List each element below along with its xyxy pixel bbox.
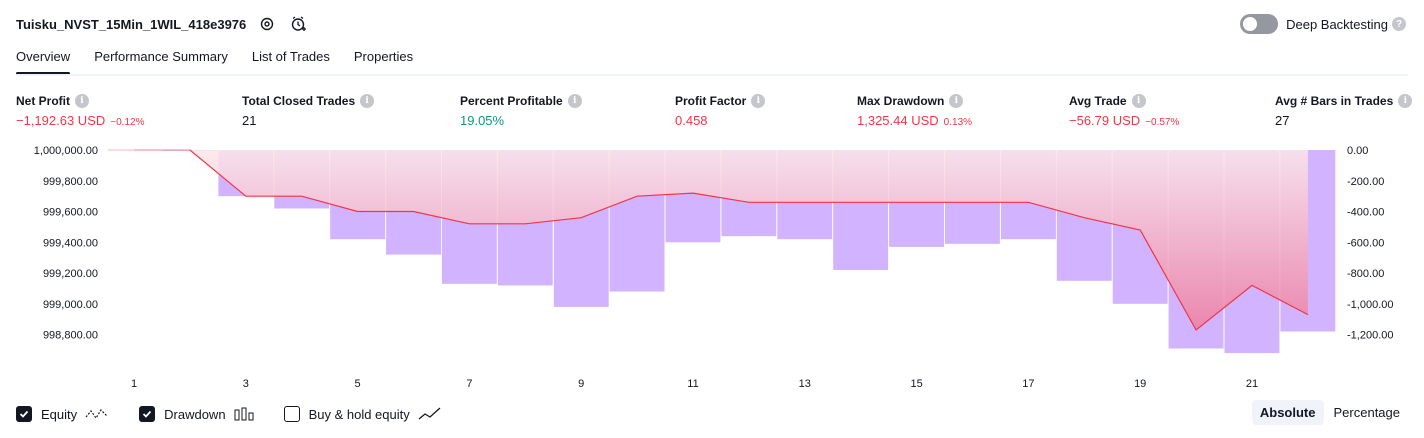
tabs-divider — [16, 74, 1408, 76]
y-left-tick-label: 999,200.00 — [43, 268, 98, 280]
x-tick-label: 13 — [799, 378, 811, 390]
tab-list-of-trades[interactable]: List of Trades — [251, 49, 330, 64]
y-right-tick-label: -600.00 — [1347, 237, 1384, 249]
info-icon[interactable]: i — [567, 94, 582, 108]
metric-value: 0.458 — [675, 113, 708, 128]
y-left-tick-label: 1,000,000.00 — [34, 145, 98, 157]
info-icon[interactable]: i — [949, 94, 964, 108]
metric-value: 21 — [242, 113, 257, 128]
checkbox-unchecked[interactable] — [283, 406, 300, 422]
legend-drawdown[interactable]: Drawdown — [139, 406, 254, 422]
metric-label: Max Drawdown — [857, 94, 945, 108]
deep-backtesting: Deep Backtesting ? — [1240, 12, 1406, 36]
y-left-tick-label: 999,800.00 — [43, 176, 98, 188]
info-icon[interactable]: i — [1398, 94, 1413, 108]
metric-percent: −0.12% — [110, 117, 145, 128]
metric-value: −1,192.63 USD — [16, 113, 106, 128]
report-tabs: Overview Performance Summary List of Tra… — [16, 44, 437, 75]
x-tick-label: 11 — [687, 378, 698, 390]
metric-value: −56.79 USD — [1069, 113, 1141, 128]
y-right-tick-label: -400.00 — [1347, 207, 1384, 219]
y-left-tick-label: 999,000.00 — [43, 299, 98, 311]
x-tick-label: 1 — [131, 378, 137, 390]
x-tick-label: 5 — [355, 378, 361, 390]
metric-label: Net Profit — [16, 94, 70, 108]
metric-profit-factor: Profit Factor i 0.458 — [675, 93, 766, 128]
display-mode-switch: Absolute Percentage — [1250, 400, 1408, 425]
metric-percent: −0.57% — [1145, 117, 1180, 128]
metric-percent: 0.13% — [943, 117, 973, 128]
x-tick-label: 19 — [1134, 378, 1146, 390]
y-right-tick-label: -1,000.00 — [1347, 299, 1393, 311]
metric-label: Avg Trade — [1069, 94, 1127, 108]
x-tick-label: 17 — [1022, 378, 1034, 390]
legend-label: Equity — [41, 406, 78, 422]
metrics-bar: Net Profit i −1,192.63 USD −0.12% Total Cl… — [0, 93, 1424, 133]
metric-value: 1,325.44 USD — [857, 113, 939, 128]
tab-overview[interactable]: Overview — [16, 44, 71, 75]
y-left-tick-label: 999,400.00 — [43, 237, 98, 249]
strategy-header: Tuisku_NVST_15Min_1WIL_418e3976 — [16, 12, 310, 36]
info-icon[interactable]: i — [360, 94, 375, 108]
info-icon[interactable]: i — [1131, 94, 1146, 108]
metric-avg-bars-in-trades: Avg # Bars in Trades i 27 — [1275, 93, 1413, 128]
legend-buy-hold-equity[interactable]: Buy & hold equity — [283, 406, 442, 422]
tab-performance-summary[interactable]: Performance Summary — [94, 49, 228, 64]
info-icon[interactable]: i — [75, 94, 89, 108]
x-tick-label: 15 — [910, 378, 922, 390]
absolute-mode-button[interactable]: Absolute — [1251, 400, 1324, 425]
y-right-tick-label: -1,200.00 — [1347, 330, 1393, 342]
equity-chart[interactable]: 1,000,000.00 999,800.00 999,600.00 999,400.… — [0, 138, 1424, 396]
deep-backtesting-label: Deep Backtesting — [1286, 16, 1388, 32]
metric-label: Percent Profitable — [460, 94, 563, 108]
percentage-mode-button[interactable]: Percentage — [1333, 405, 1401, 420]
equity-line-icon — [85, 407, 109, 421]
strategy-title: Tuisku_NVST_15Min_1WIL_418e3976 — [16, 16, 247, 32]
help-icon[interactable]: ? — [1392, 17, 1406, 31]
metric-value: 19.05% — [460, 113, 505, 128]
deep-backtesting-toggle[interactable] — [1240, 14, 1279, 34]
y-left-tick-label: 999,600.00 — [43, 207, 98, 219]
y-right-tick-label: 0.00 — [1347, 145, 1368, 157]
legend-label: Drawdown — [164, 406, 226, 422]
metric-net-profit: Net Profit i −1,192.63 USD −0.12% — [16, 93, 144, 128]
metric-label: Total Closed Trades — [242, 94, 356, 108]
add-alert-icon[interactable] — [288, 13, 310, 35]
checkbox-checked[interactable] — [16, 406, 32, 422]
metric-total-closed-trades: Total Closed Trades i 21 — [242, 93, 375, 128]
legend-label: Buy & hold equity — [308, 406, 410, 422]
y-right-tick-label: -200.00 — [1347, 176, 1384, 188]
checkbox-checked[interactable] — [139, 406, 156, 422]
metric-label: Avg # Bars in Trades — [1275, 94, 1394, 108]
toggle-knob — [1243, 17, 1258, 31]
equity-area-fill — [134, 150, 1308, 330]
metric-label: Profit Factor — [675, 94, 747, 108]
x-tick-label: 3 — [243, 378, 249, 390]
settings-icon[interactable] — [256, 13, 278, 35]
drawdown-bars-icon — [234, 407, 254, 421]
info-icon[interactable]: i — [751, 94, 766, 108]
y-left-tick-label: 998,800.00 — [43, 330, 98, 342]
x-tick-label: 9 — [578, 378, 584, 390]
y-right-tick-label: -800.00 — [1347, 268, 1384, 280]
buy-hold-line-icon — [418, 407, 442, 421]
legend-equity[interactable]: Equity — [16, 406, 109, 422]
metric-avg-trade: Avg Trade i −56.79 USD −0.57% — [1069, 93, 1179, 128]
metric-max-drawdown: Max Drawdown i 1,325.44 USD 0.13% — [857, 93, 972, 128]
tab-properties[interactable]: Properties — [353, 49, 414, 64]
x-tick-label: 7 — [466, 378, 472, 390]
metric-percent-profitable: Percent Profitable i 19.05% — [460, 93, 582, 128]
metric-value: 27 — [1275, 113, 1290, 128]
equity-line — [134, 149, 1309, 331]
chart-legend: Equity Drawdown Buy & hold equity — [16, 403, 472, 425]
x-tick-label: 21 — [1246, 378, 1258, 390]
